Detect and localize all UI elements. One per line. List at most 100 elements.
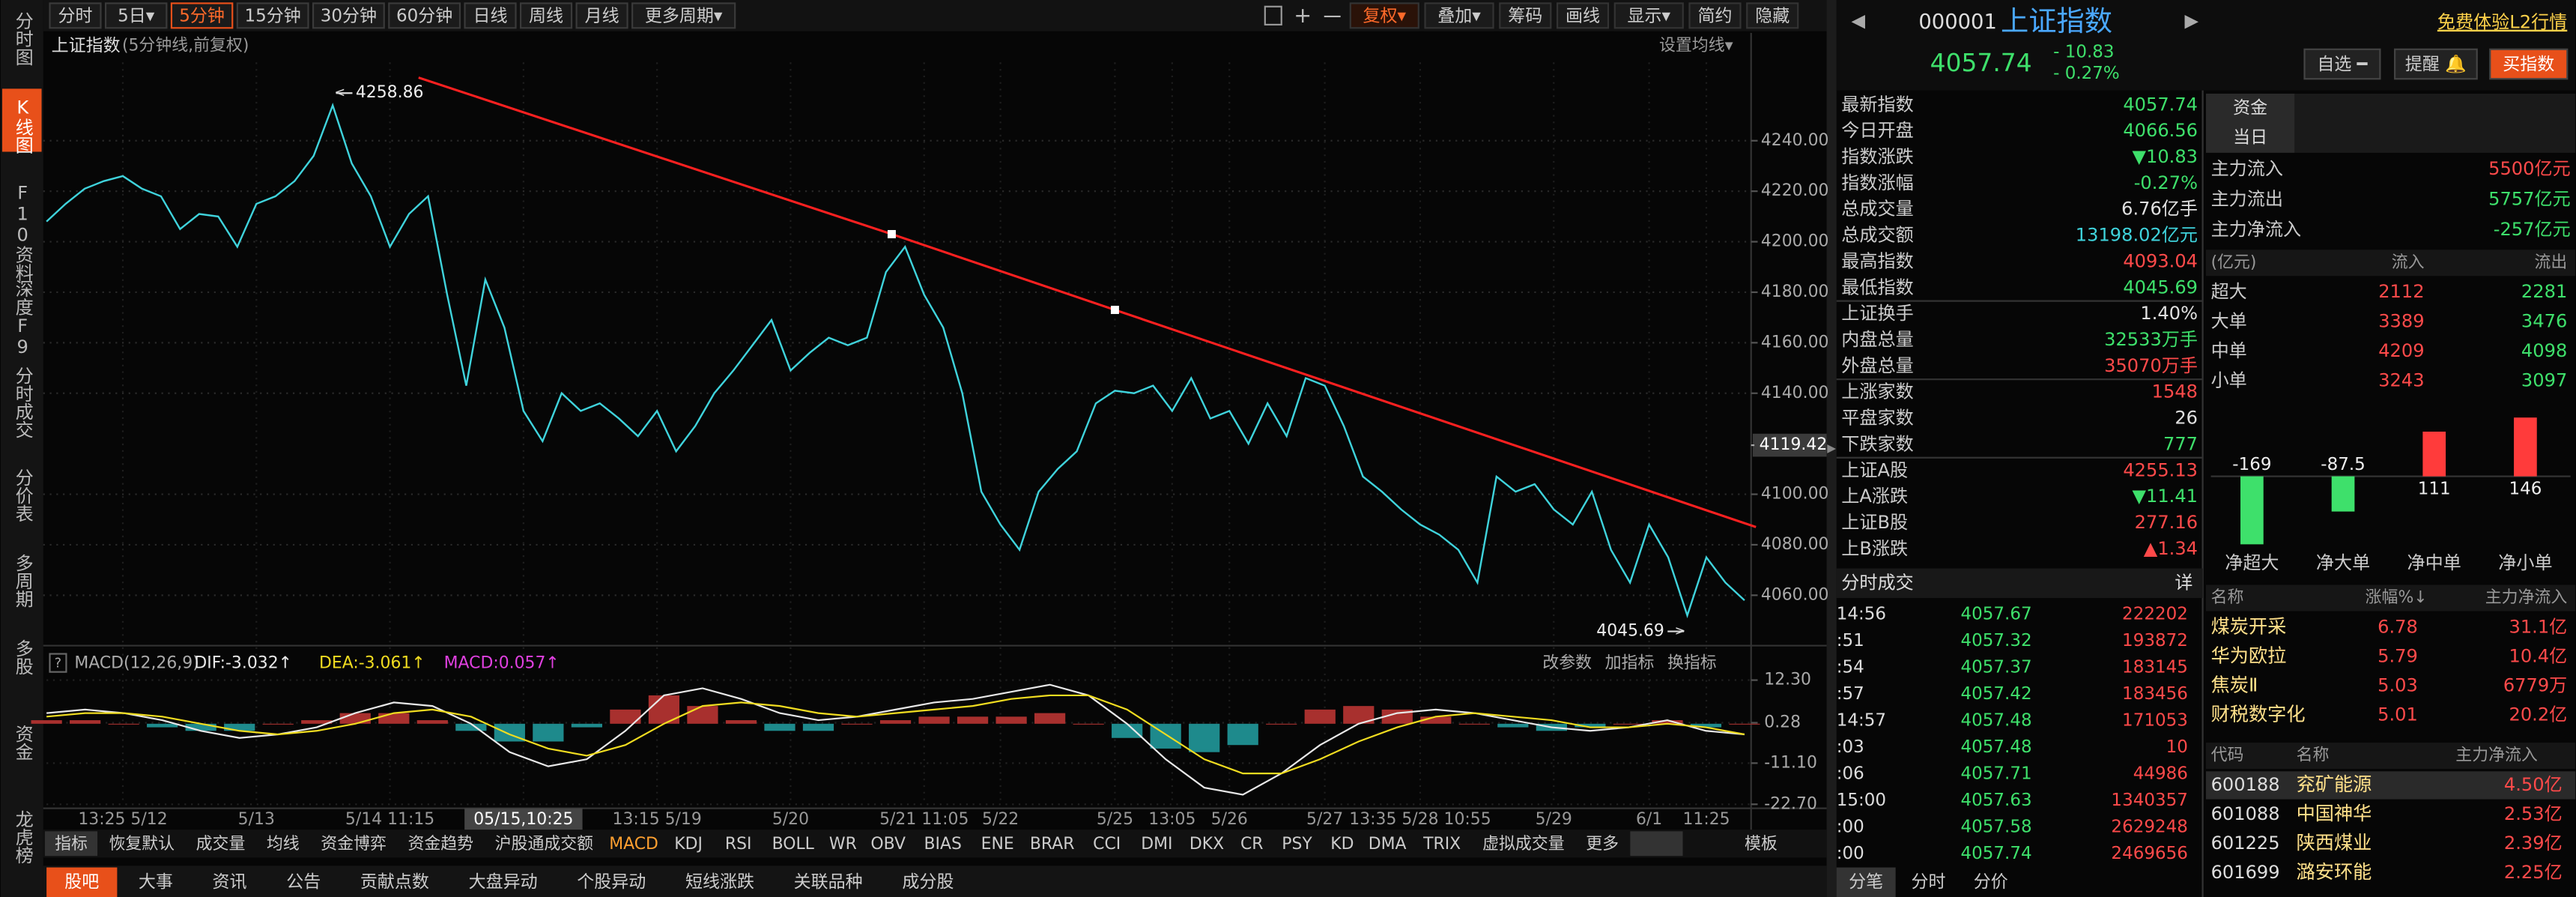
bottom-nav-tab[interactable]: 成分股: [902, 872, 954, 892]
bottom-nav-tab[interactable]: 贡献点数: [360, 872, 429, 892]
stat-value: ▼10.83: [2132, 146, 2198, 167]
stock-code[interactable]: 601699: [2211, 862, 2280, 883]
prev-arrow[interactable]: ◀: [1851, 10, 1865, 31]
sidebar-tab[interactable]: 资金: [12, 725, 33, 761]
period-button[interactable]: [49, 2, 102, 29]
indicator-tab[interactable]: TRIX: [1422, 835, 1461, 854]
sidebar-tab[interactable]: 分时图: [12, 11, 33, 65]
sidebar-tab[interactable]: 多周期: [12, 554, 33, 608]
tool-button[interactable]: [1424, 2, 1494, 29]
indicator-button[interactable]: 加指标: [1605, 654, 1655, 673]
indicator-tab[interactable]: KDJ: [674, 835, 703, 854]
indicator-tab[interactable]: DMA: [1369, 835, 1407, 854]
indicator-tab[interactable]: MACD: [609, 835, 658, 854]
icon[interactable]: +: [1294, 3, 1312, 28]
indicator-tab[interactable]: BIAS: [924, 835, 961, 854]
quote-button[interactable]: [2303, 48, 2381, 80]
sidebar-tab[interactable]: 多股: [12, 639, 33, 675]
sidebar-tab[interactable]: 分时成交: [12, 366, 33, 439]
indicator-tab[interactable]: OBV: [870, 835, 906, 854]
trade-tab[interactable]: 分时: [1912, 872, 1946, 892]
trade-tab[interactable]: 分价: [1974, 872, 2008, 892]
period-button[interactable]: [170, 2, 234, 29]
stock-name[interactable]: 兖矿能源: [2297, 773, 2372, 795]
quote-button[interactable]: [2394, 48, 2478, 80]
sidebar-tab[interactable]: F10资料: [12, 182, 33, 281]
trades-detail[interactable]: 详: [2175, 572, 2192, 593]
splitter-arrow[interactable]: ▶: [1827, 441, 1836, 455]
indicator-tab[interactable]: RSI: [725, 835, 752, 854]
help-box[interactable]: [49, 653, 67, 673]
sidebar-tab[interactable]: K线图: [12, 97, 33, 154]
bottom-nav-tab[interactable]: 公告: [286, 872, 321, 892]
indicator-tab[interactable]: 均线: [267, 835, 300, 854]
funds-tab[interactable]: 当日: [2233, 128, 2267, 148]
stat-label: 上证A股: [1841, 459, 1908, 480]
sector-name[interactable]: 煤炭开采: [2211, 615, 2287, 637]
bottom-nav-tab[interactable]: 资讯: [213, 872, 247, 892]
indicator-button[interactable]: 改参数: [1542, 654, 1592, 673]
stock-code[interactable]: 601088: [2211, 803, 2280, 824]
indicator-tab[interactable]: 更多: [1586, 835, 1619, 854]
sector-name[interactable]: 华为欧拉: [2211, 644, 2287, 666]
stock-code[interactable]: 600188: [2211, 774, 2280, 795]
sidebar-tab[interactable]: 龙虎榜: [12, 810, 33, 864]
indicator-tab[interactable]: BOLL: [772, 835, 815, 854]
bottom-nav-tab[interactable]: 大事: [139, 872, 173, 892]
indicator-tab[interactable]: DKX: [1189, 835, 1224, 854]
period-button[interactable]: [519, 2, 573, 29]
stock-name[interactable]: 潞安环能: [2297, 861, 2372, 883]
period-button[interactable]: [388, 2, 461, 29]
bottom-nav-tab[interactable]: 个股异动: [577, 872, 646, 892]
indicator-tab[interactable]: PSY: [1282, 835, 1312, 854]
indicator-tab[interactable]: 成交量: [196, 835, 246, 854]
trade-tab[interactable]: 分笔: [1849, 872, 1883, 892]
period-button[interactable]: [631, 2, 736, 29]
indicator-tab[interactable]: WR: [829, 835, 857, 854]
indicator-tab[interactable]: DMI: [1141, 835, 1172, 854]
next-arrow[interactable]: ▶: [2185, 10, 2199, 31]
indicator-tab[interactable]: CCI: [1093, 835, 1121, 854]
indicator-tab[interactable]: 指标: [55, 835, 88, 854]
indicator-button[interactable]: 换指标: [1667, 654, 1717, 673]
help[interactable]: ?: [55, 656, 61, 671]
period-button[interactable]: [464, 2, 517, 29]
indicator-tab[interactable]: 资金趋势: [407, 835, 473, 854]
tool-button[interactable]: [1556, 2, 1610, 29]
tool-button[interactable]: [1688, 2, 1742, 29]
sector-name[interactable]: 焦炭Ⅱ: [2211, 674, 2258, 696]
stock-name[interactable]: 中国神华: [2297, 803, 2372, 824]
indicator-tab[interactable]: CR: [1240, 835, 1264, 854]
indicator-tab[interactable]: KD: [1330, 835, 1354, 854]
tool-button[interactable]: [1746, 2, 1799, 29]
indicator-tab[interactable]: 恢复默认: [109, 835, 175, 854]
stock-code[interactable]: 601225: [2211, 833, 2280, 854]
sidebar-tab[interactable]: 分价表: [12, 468, 33, 522]
icon[interactable]: [1264, 5, 1282, 25]
quote-button[interactable]: [2489, 48, 2569, 80]
indicator-tab[interactable]: 资金博弈: [321, 835, 387, 854]
x-tick-label: 13:05: [1148, 810, 1195, 829]
period-button[interactable]: [104, 2, 168, 29]
period-button[interactable]: [575, 2, 628, 29]
funds-tab[interactable]: 资金: [2233, 98, 2267, 118]
bottom-nav-tab[interactable]: 股吧: [64, 872, 99, 892]
sidebar-tab[interactable]: 深度F9: [12, 280, 33, 357]
ma-setting[interactable]: 设置均线▾: [1659, 36, 1733, 55]
bottom-nav-tab[interactable]: 大盘异动: [469, 872, 538, 892]
stock-name[interactable]: 陕西煤业: [2297, 832, 2372, 854]
indicator-tab[interactable]: 虚拟成交量: [1482, 835, 1565, 854]
tool-button[interactable]: [1499, 2, 1552, 29]
tool-button[interactable]: [1613, 2, 1684, 29]
period-button[interactable]: [312, 2, 385, 29]
period-button[interactable]: [236, 2, 309, 29]
bottom-nav-tab[interactable]: 关联品种: [794, 872, 863, 892]
tool-button[interactable]: [1349, 2, 1419, 29]
sector-name[interactable]: 财税数字化: [2211, 704, 2306, 725]
indicator-tab[interactable]: BRAR: [1030, 835, 1075, 854]
bottom-nav-tab[interactable]: 短线涨跌: [685, 872, 754, 892]
indicator-tab[interactable]: ENE: [981, 835, 1014, 854]
indicator-tab[interactable]: 沪股通成交额: [495, 835, 594, 854]
promo-link[interactable]: 免费体验L2行情: [2437, 12, 2567, 33]
indicator-tab[interactable]: 模板: [1745, 835, 1778, 854]
